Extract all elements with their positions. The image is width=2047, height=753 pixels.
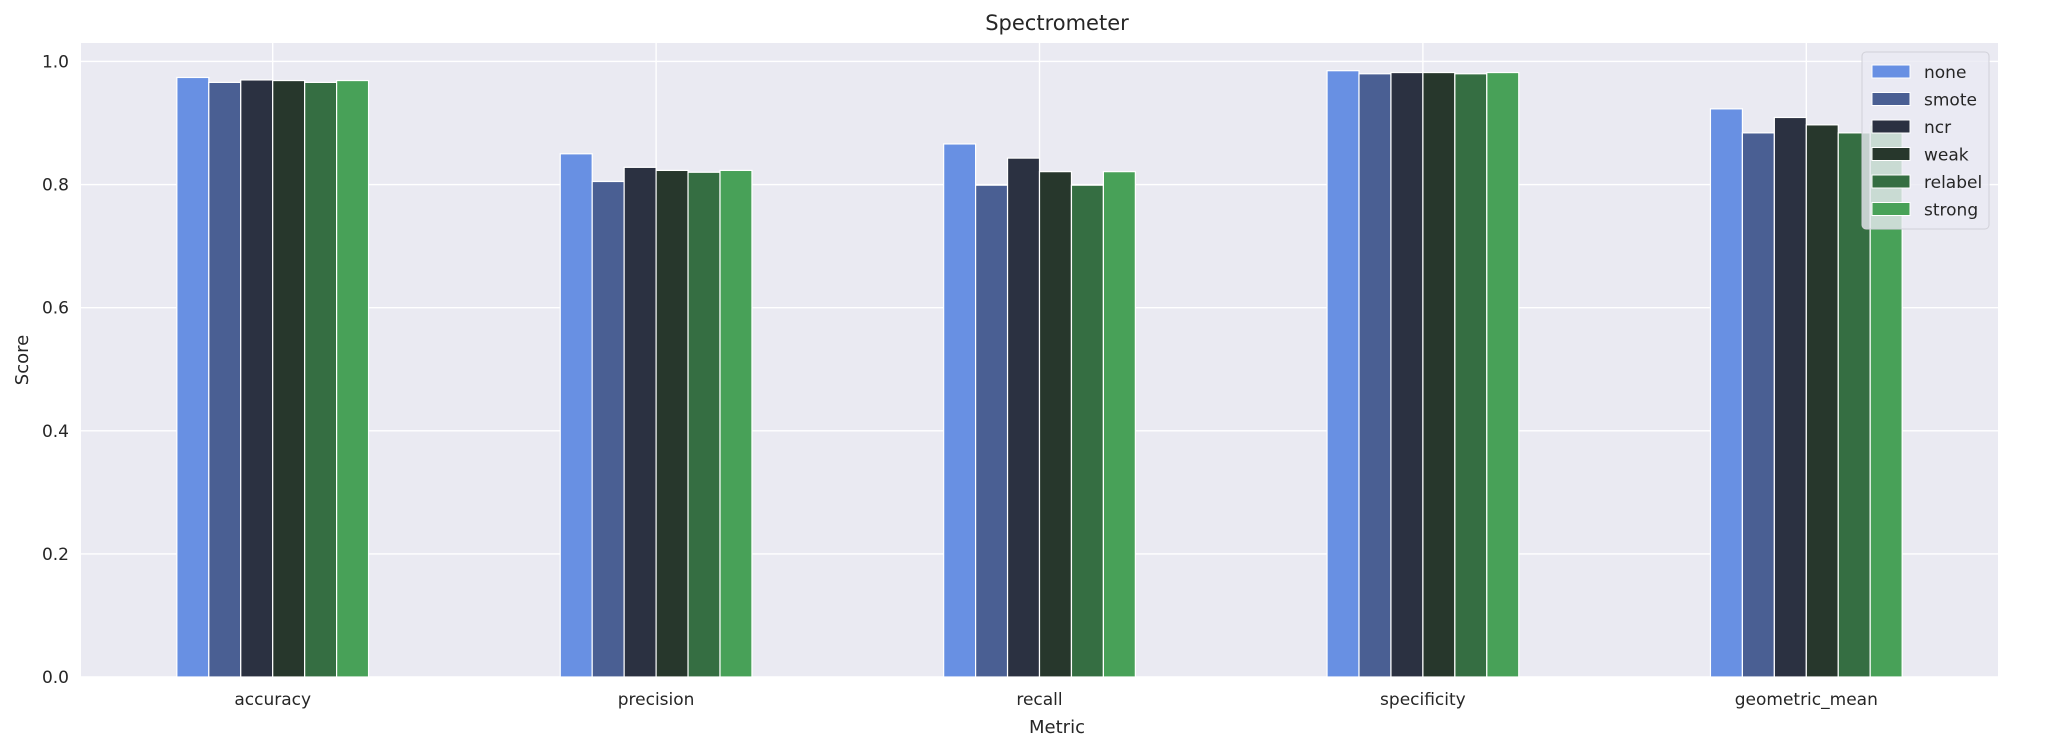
bar-ncr-recall xyxy=(1006,157,1041,678)
legend-swatch-ncr xyxy=(1871,119,1911,134)
bar-ncr-specificity xyxy=(1390,71,1424,678)
x-tick-label: recall xyxy=(1016,690,1062,710)
y-tick-label: 0.4 xyxy=(42,422,69,442)
bar-ncr-accuracy xyxy=(240,79,274,678)
bar-strong-precision xyxy=(719,169,753,678)
legend-label-ncr: ncr xyxy=(1924,118,1951,138)
x-tick-labels: accuracy precision recall specificity geomet… xyxy=(234,690,1878,710)
y-axis-label: Score xyxy=(12,335,33,385)
y-tick-labels: 0.0 0.2 0.4 0.6 0.8 1.0 xyxy=(42,52,69,688)
legend-label-relabel: relabel xyxy=(1924,173,1982,193)
bar-weak-specificity xyxy=(1422,71,1456,678)
bar-smote-geometric_mean xyxy=(1741,132,1775,678)
legend-label-none: none xyxy=(1924,63,1966,83)
legend-swatch-relabel xyxy=(1871,174,1911,189)
bar-ncr-geometric_mean xyxy=(1773,116,1807,678)
legend-label-strong: strong xyxy=(1924,201,1978,221)
y-tick-label: 1.0 xyxy=(42,52,69,72)
legend-swatch-strong xyxy=(1871,202,1911,216)
bar-none-geometric_mean xyxy=(1709,108,1743,678)
y-tick-label: 0.6 xyxy=(42,299,69,319)
legend-label-smote: smote xyxy=(1924,91,1977,111)
bar-relabel-specificity xyxy=(1454,73,1488,678)
bar-weak-precision xyxy=(655,169,689,678)
legend-swatch-weak xyxy=(1871,147,1911,161)
legend-swatch-none xyxy=(1871,64,1911,79)
x-axis-label: Metric xyxy=(1029,717,1085,738)
bar-weak-geometric_mean xyxy=(1805,124,1839,678)
y-tick-label: 0.2 xyxy=(42,545,69,565)
chart-title: Spectrometer xyxy=(985,11,1129,35)
bar-none-recall xyxy=(943,143,977,678)
legend-label-weak: weak xyxy=(1924,146,1969,166)
bar-relabel-precision xyxy=(687,171,721,678)
legend-swatch-smote xyxy=(1871,92,1911,106)
y-tick-label: 0.8 xyxy=(42,176,69,196)
bar-strong-accuracy xyxy=(336,79,370,678)
bar-none-accuracy xyxy=(176,76,210,678)
bar-strong-specificity xyxy=(1486,71,1520,678)
x-tick-label: specificity xyxy=(1380,690,1466,710)
bar-smote-recall xyxy=(974,184,1009,678)
bar-none-precision xyxy=(559,153,593,678)
bar-smote-accuracy xyxy=(208,81,242,678)
x-tick-label: geometric_mean xyxy=(1735,690,1878,710)
bar-weak-recall xyxy=(1038,171,1073,678)
bar-strong-recall xyxy=(1102,171,1136,678)
bar-relabel-recall xyxy=(1070,184,1104,678)
x-tick-label: precision xyxy=(618,690,695,710)
bar-ncr-precision xyxy=(623,166,657,678)
legend: none smote ncr weak relabel strong xyxy=(1861,51,1990,230)
bar-none-specificity xyxy=(1326,70,1360,678)
bar-smote-precision xyxy=(591,180,625,678)
y-tick-label: 0.0 xyxy=(42,668,69,688)
bar-weak-accuracy xyxy=(272,79,306,678)
bar-smote-specificity xyxy=(1358,73,1392,678)
bar-relabel-accuracy xyxy=(304,81,338,678)
x-tick-label: accuracy xyxy=(234,690,311,710)
